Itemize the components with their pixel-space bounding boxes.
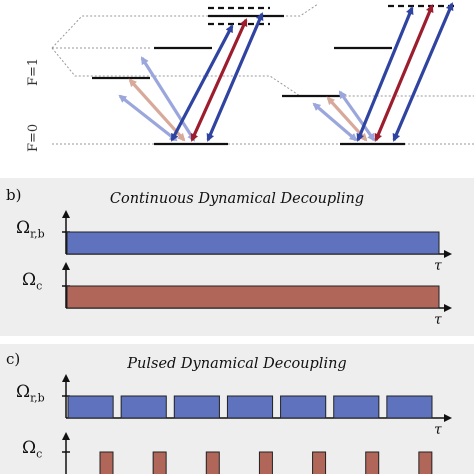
pulsed-c-drive (99, 451, 433, 474)
right-arrows (312, 2, 454, 142)
pulsed-plot (62, 374, 452, 474)
omega-c-label-b: Ωc (22, 270, 43, 293)
level-label-f0: F=0 (26, 123, 41, 152)
omega-rb-label-b: Ωr,b (16, 218, 45, 241)
panel-label-b: b) (6, 186, 22, 204)
c-pulse (99, 451, 114, 474)
panel-label-c: c) (6, 350, 21, 368)
tau-label-b-bottom: τ (434, 312, 442, 328)
rb-pulse (120, 395, 167, 419)
tau-label-b-top: τ (434, 258, 442, 274)
continuous-rb-drive (66, 231, 440, 255)
rb-pulse (386, 395, 433, 419)
left-arrows (118, 12, 264, 142)
level-label-f1: F=1 (26, 57, 41, 86)
c-pulse (418, 451, 433, 474)
continuous-plot (62, 210, 452, 312)
c-pulse (152, 451, 167, 474)
level-diagram (51, 2, 474, 146)
level-diagram-panel: F=1 F=0 (0, 0, 474, 178)
continuous-panel: b) Continuous Dynamical Decoupling Ωr,b … (0, 178, 474, 336)
c-pulse (258, 451, 273, 474)
pulsed-panel: c) Pulsed Dynamical Decoupling Ωr,b τ Ωc (0, 344, 474, 474)
rb-pulse (173, 395, 220, 419)
omega-rb-label-c: Ωr,b (16, 382, 45, 405)
c-pulse (205, 451, 220, 474)
rb-pulse (333, 395, 380, 419)
tau-label-c: τ (434, 422, 442, 438)
panel-title-pulsed: Pulsed Dynamical Decoupling (127, 356, 347, 372)
c-pulse (312, 451, 327, 474)
rb-pulse (67, 395, 114, 419)
c-pulse (365, 451, 380, 474)
omega-c-label-c: Ωc (22, 438, 43, 461)
panel-title-continuous: Continuous Dynamical Decoupling (109, 191, 365, 207)
continuous-c-drive (66, 285, 440, 309)
rb-pulse (226, 395, 274, 419)
rb-pulse (280, 395, 327, 419)
pulsed-rb-drive (67, 395, 433, 419)
right-levels (282, 4, 455, 146)
